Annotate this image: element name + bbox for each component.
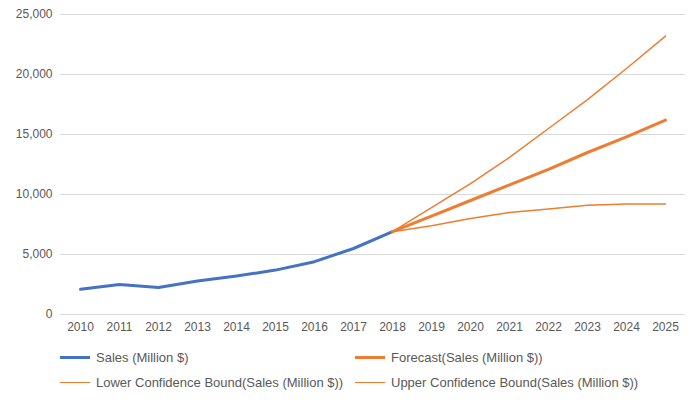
svg-text:2011: 2011 <box>107 320 133 334</box>
svg-text:2015: 2015 <box>262 320 289 334</box>
html-text:Sales (Million $): Sales (Million $) <box>96 350 189 365</box>
svg-text:2014: 2014 <box>223 320 250 334</box>
svg-text:20,000: 20,000 <box>16 67 53 81</box>
svg-text:10,000: 10,000 <box>16 187 53 201</box>
svg-text:0: 0 <box>46 307 53 321</box>
svg-text:15,000: 15,000 <box>16 127 53 141</box>
svg-text:2018: 2018 <box>379 320 406 334</box>
svg-text:5,000: 5,000 <box>22 247 52 261</box>
svg-text:2010: 2010 <box>67 320 94 334</box>
svg-text:2023: 2023 <box>574 320 601 334</box>
svg-text:2016: 2016 <box>301 320 328 334</box>
svg-text:2021: 2021 <box>496 320 523 334</box>
svg-text:2013: 2013 <box>184 320 211 334</box>
html-text:Forecast(Sales (Million $)): Forecast(Sales (Million $)) <box>391 350 543 365</box>
svg-text:2019: 2019 <box>418 320 445 334</box>
svg-text:2012: 2012 <box>145 320 172 334</box>
svg-text:25,000: 25,000 <box>16 7 53 21</box>
svg-text:2020: 2020 <box>457 320 484 334</box>
svg-text:2022: 2022 <box>535 320 562 334</box>
html-text:Lower Confidence Bound(Sales (: Lower Confidence Bound(Sales (Million $)… <box>96 375 344 390</box>
html-text:Upper Confidence Bound(Sales (: Upper Confidence Bound(Sales (Million $)… <box>391 375 639 390</box>
svg-text:2017: 2017 <box>340 320 367 334</box>
svg-text:2024: 2024 <box>613 320 640 334</box>
svg-text:2025: 2025 <box>652 320 679 334</box>
